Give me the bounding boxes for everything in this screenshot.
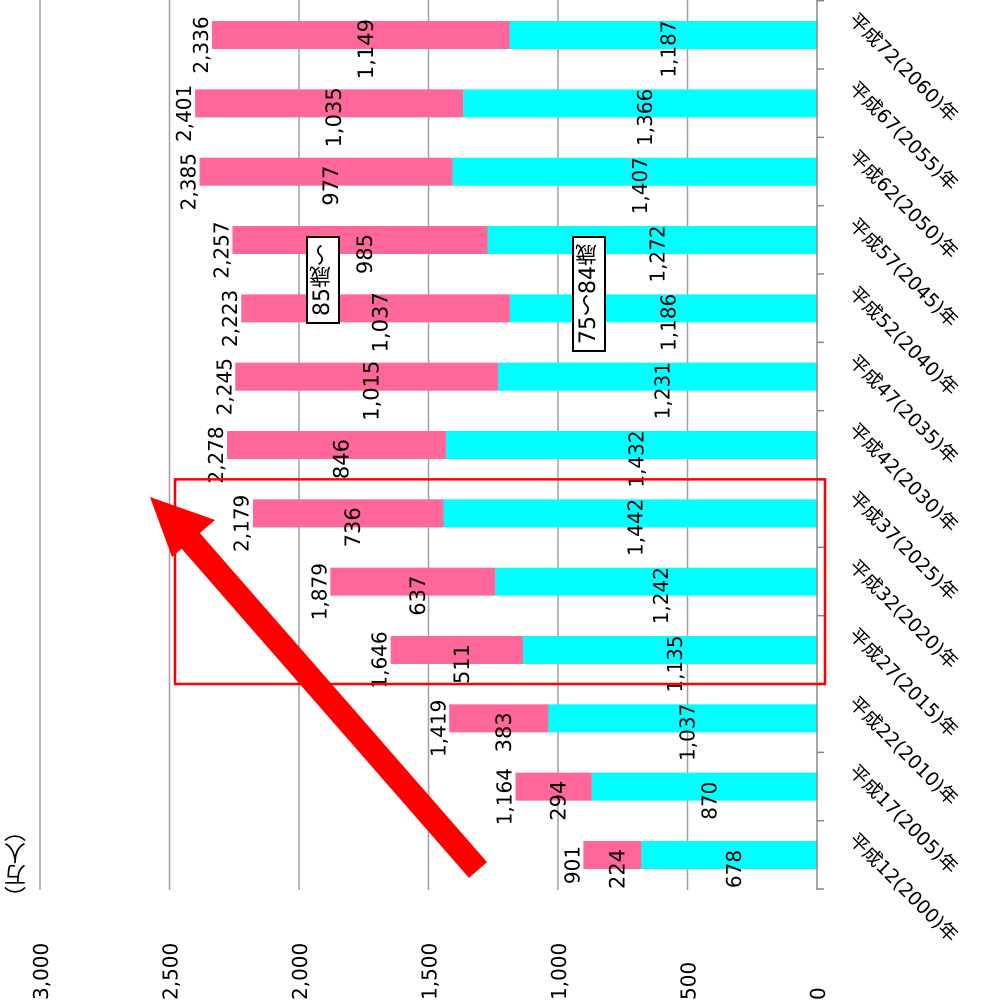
bar-75-84 [591,772,817,801]
label-85-over: 1,149 [354,19,378,79]
total-label: 1,164 [493,768,517,825]
label-75-84: 1,366 [633,89,657,146]
bar-75-84 [446,431,817,460]
label-85-over: 511 [450,644,474,684]
bar-75-84 [641,841,817,869]
value-tick-label: 1,500 [418,943,442,1000]
label-75-84: 1,231 [651,362,675,419]
data-labels: 6782249018702941,1641,0373831,4191,13551… [172,16,746,889]
total-label: 2,179 [230,495,254,552]
label-75-84: 1,186 [656,294,680,351]
label-75-84: 678 [722,850,746,888]
value-tick-label: 500 [677,962,701,1000]
bar-85-over [235,362,499,391]
bars [195,21,817,869]
bar-75-84 [452,157,817,186]
bar-85-over [330,567,496,596]
label-75-84: 1,407 [628,157,652,214]
total-label: 2,278 [204,426,228,483]
label-75-84: 1,037 [676,704,700,761]
total-label: 1,879 [307,563,331,620]
legend-label-75-84: 75～84歳 [572,236,606,352]
label-85-over: 224 [605,849,629,889]
label-75-84: 1,242 [649,567,673,624]
bar-85-over [241,294,510,323]
total-label: 2,336 [189,16,213,73]
trend-arrow-head [150,497,215,557]
bar-85-over [195,89,464,118]
value-tick-label: 3,000 [29,943,53,1000]
bar-75-84 [495,567,817,596]
label-75-84: 1,442 [623,499,647,556]
bar-85-over [232,226,488,255]
label-85-over: 977 [319,166,343,206]
trend-arrow-shaft [180,532,488,878]
bar-85-over [583,841,642,869]
label-85-over: 846 [330,439,354,479]
bar-75-84 [523,636,817,665]
bar-85-over [252,499,444,528]
label-85-over: 294 [547,781,571,821]
unit-label: （万人） [5,820,30,908]
bar-75-84 [463,89,817,118]
total-label: 2,223 [218,290,242,347]
total-label: 2,385 [176,153,200,210]
label-75-84: 1,187 [656,20,680,77]
total-label: 1,419 [426,700,450,757]
label-85-over: 637 [406,576,430,616]
label-75-84: 870 [697,782,721,820]
bar-85-over [390,636,524,665]
value-tick-label: 1,000 [547,943,571,1000]
bar-85-over [199,157,453,186]
label-85-over: 1,037 [369,292,393,352]
label-85-over: 736 [341,507,365,547]
bar-85-over [515,772,592,801]
bar-75-84 [498,362,817,391]
label-85-over: 1,035 [322,87,346,147]
value-tick-label: 2,500 [159,943,183,1000]
value-tick-label: 0 [806,987,830,1000]
total-label: 901 [561,846,585,884]
bar-75-84 [509,21,817,50]
total-label: 2,245 [213,358,237,415]
bar-85-over [449,704,549,733]
value-tick-label: 2,000 [288,943,312,1000]
label-85-over: 1,015 [360,361,384,421]
highlight-overlay [150,478,827,878]
legend-label-85-over: 85歳～ [306,236,340,324]
bar-75-84 [548,704,817,733]
bar-85-over [211,21,510,50]
bar-75-84 [509,294,817,323]
total-label: 1,646 [368,631,392,688]
bar-75-84 [487,226,817,255]
label-75-84: 1,272 [645,225,669,282]
bar-75-84 [443,499,817,528]
total-label: 2,401 [172,85,196,142]
label-85-over: 383 [492,712,516,752]
bar-85-over [226,431,447,460]
total-label: 2,257 [209,221,233,278]
highlight-box [173,478,827,686]
label-85-over: 985 [353,234,377,274]
